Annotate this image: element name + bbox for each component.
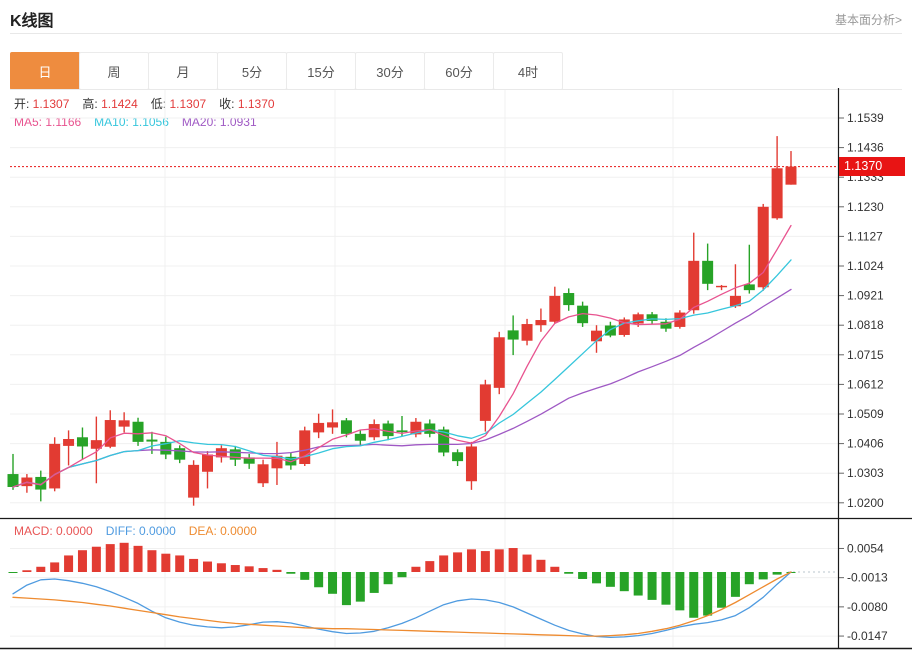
last-price-badge: 1.1370 bbox=[839, 157, 905, 177]
page-title: K线图 bbox=[10, 13, 54, 30]
legend-item: 高: 1.1424 bbox=[82, 97, 138, 111]
tab-period-4[interactable]: 5分 bbox=[217, 52, 287, 90]
ma20-line bbox=[12, 288, 792, 488]
tab-period-3[interactable]: 月 bbox=[148, 52, 218, 90]
fundamental-analysis-link[interactable]: 基本面分析> bbox=[834, 13, 902, 27]
svg-text:1.1127: 1.1127 bbox=[847, 229, 883, 243]
svg-text:1.0509: 1.0509 bbox=[847, 407, 884, 421]
legend-item: 开: 1.1307 bbox=[14, 97, 70, 111]
ma5-line bbox=[12, 224, 792, 488]
svg-text:1.1436: 1.1436 bbox=[847, 141, 884, 155]
ma10-line bbox=[12, 259, 792, 488]
svg-text:1.1024: 1.1024 bbox=[847, 259, 884, 273]
tab-period-5[interactable]: 15分 bbox=[286, 52, 356, 90]
legend-item: 低: 1.1307 bbox=[150, 97, 207, 111]
tab-period-8[interactable]: 4时 bbox=[493, 52, 563, 90]
macd-gridlines bbox=[10, 547, 838, 637]
svg-text:1.1230: 1.1230 bbox=[847, 200, 884, 214]
y-axis-labels: 1.15391.14361.13331.12301.11271.10241.09… bbox=[838, 111, 884, 510]
panel-borders bbox=[0, 88, 912, 650]
period-tabs: 日周月 5分 15分 30分 60分 4时 bbox=[10, 52, 563, 90]
legend-item: MACD: 0.0000 bbox=[14, 524, 93, 538]
candles bbox=[7, 136, 797, 506]
svg-text:1.0406: 1.0406 bbox=[847, 437, 884, 451]
ohlc-legend: 开: 1.1307 高: 1.1424 低: 1.1307 收: 1.1370 bbox=[14, 97, 288, 111]
svg-text:1.0612: 1.0612 bbox=[847, 377, 884, 391]
svg-text:1.0200: 1.0200 bbox=[847, 496, 884, 510]
chart-canvas[interactable]: 1.15391.14361.13331.12301.11271.10241.09… bbox=[0, 88, 912, 650]
macd-axis-labels: 0.0054 -0.0013 -0.0080 -0.0147 bbox=[838, 541, 888, 643]
legend-item: DIFF: 0.0000 bbox=[105, 524, 176, 538]
svg-text:-0.0080: -0.0080 bbox=[847, 600, 888, 614]
svg-text:1.1539: 1.1539 bbox=[847, 111, 884, 125]
svg-text:1.0818: 1.0818 bbox=[847, 318, 884, 332]
svg-text:0.0054: 0.0054 bbox=[847, 541, 884, 555]
legend-item: 收: 1.1370 bbox=[219, 97, 275, 111]
dea-line bbox=[12, 571, 792, 637]
svg-text:-0.0147: -0.0147 bbox=[847, 629, 888, 643]
svg-text:1.0921: 1.0921 bbox=[847, 289, 884, 303]
tab-period-2[interactable]: 周 bbox=[79, 52, 149, 90]
tab-period-6[interactable]: 30分 bbox=[355, 52, 425, 90]
macd-histogram bbox=[8, 542, 796, 618]
diff-line bbox=[12, 571, 792, 639]
tab-period-7[interactable]: 60分 bbox=[424, 52, 494, 90]
kline-gridlines bbox=[10, 117, 838, 504]
macd-legend: MACD: 0.0000 DIFF: 0.0000 DEA: 0.0000 bbox=[14, 524, 270, 538]
svg-text:1.0715: 1.0715 bbox=[847, 348, 884, 362]
vertical-gridlines bbox=[164, 90, 674, 647]
title-bar: K线图 基本面分析> bbox=[10, 0, 902, 34]
tab-period-1[interactable]: 日 bbox=[10, 52, 80, 90]
svg-text:1.0303: 1.0303 bbox=[847, 466, 884, 480]
svg-text:-0.0013: -0.0013 bbox=[847, 571, 888, 585]
tabbar-underline bbox=[10, 89, 902, 90]
legend-item: DEA: 0.0000 bbox=[188, 524, 257, 538]
